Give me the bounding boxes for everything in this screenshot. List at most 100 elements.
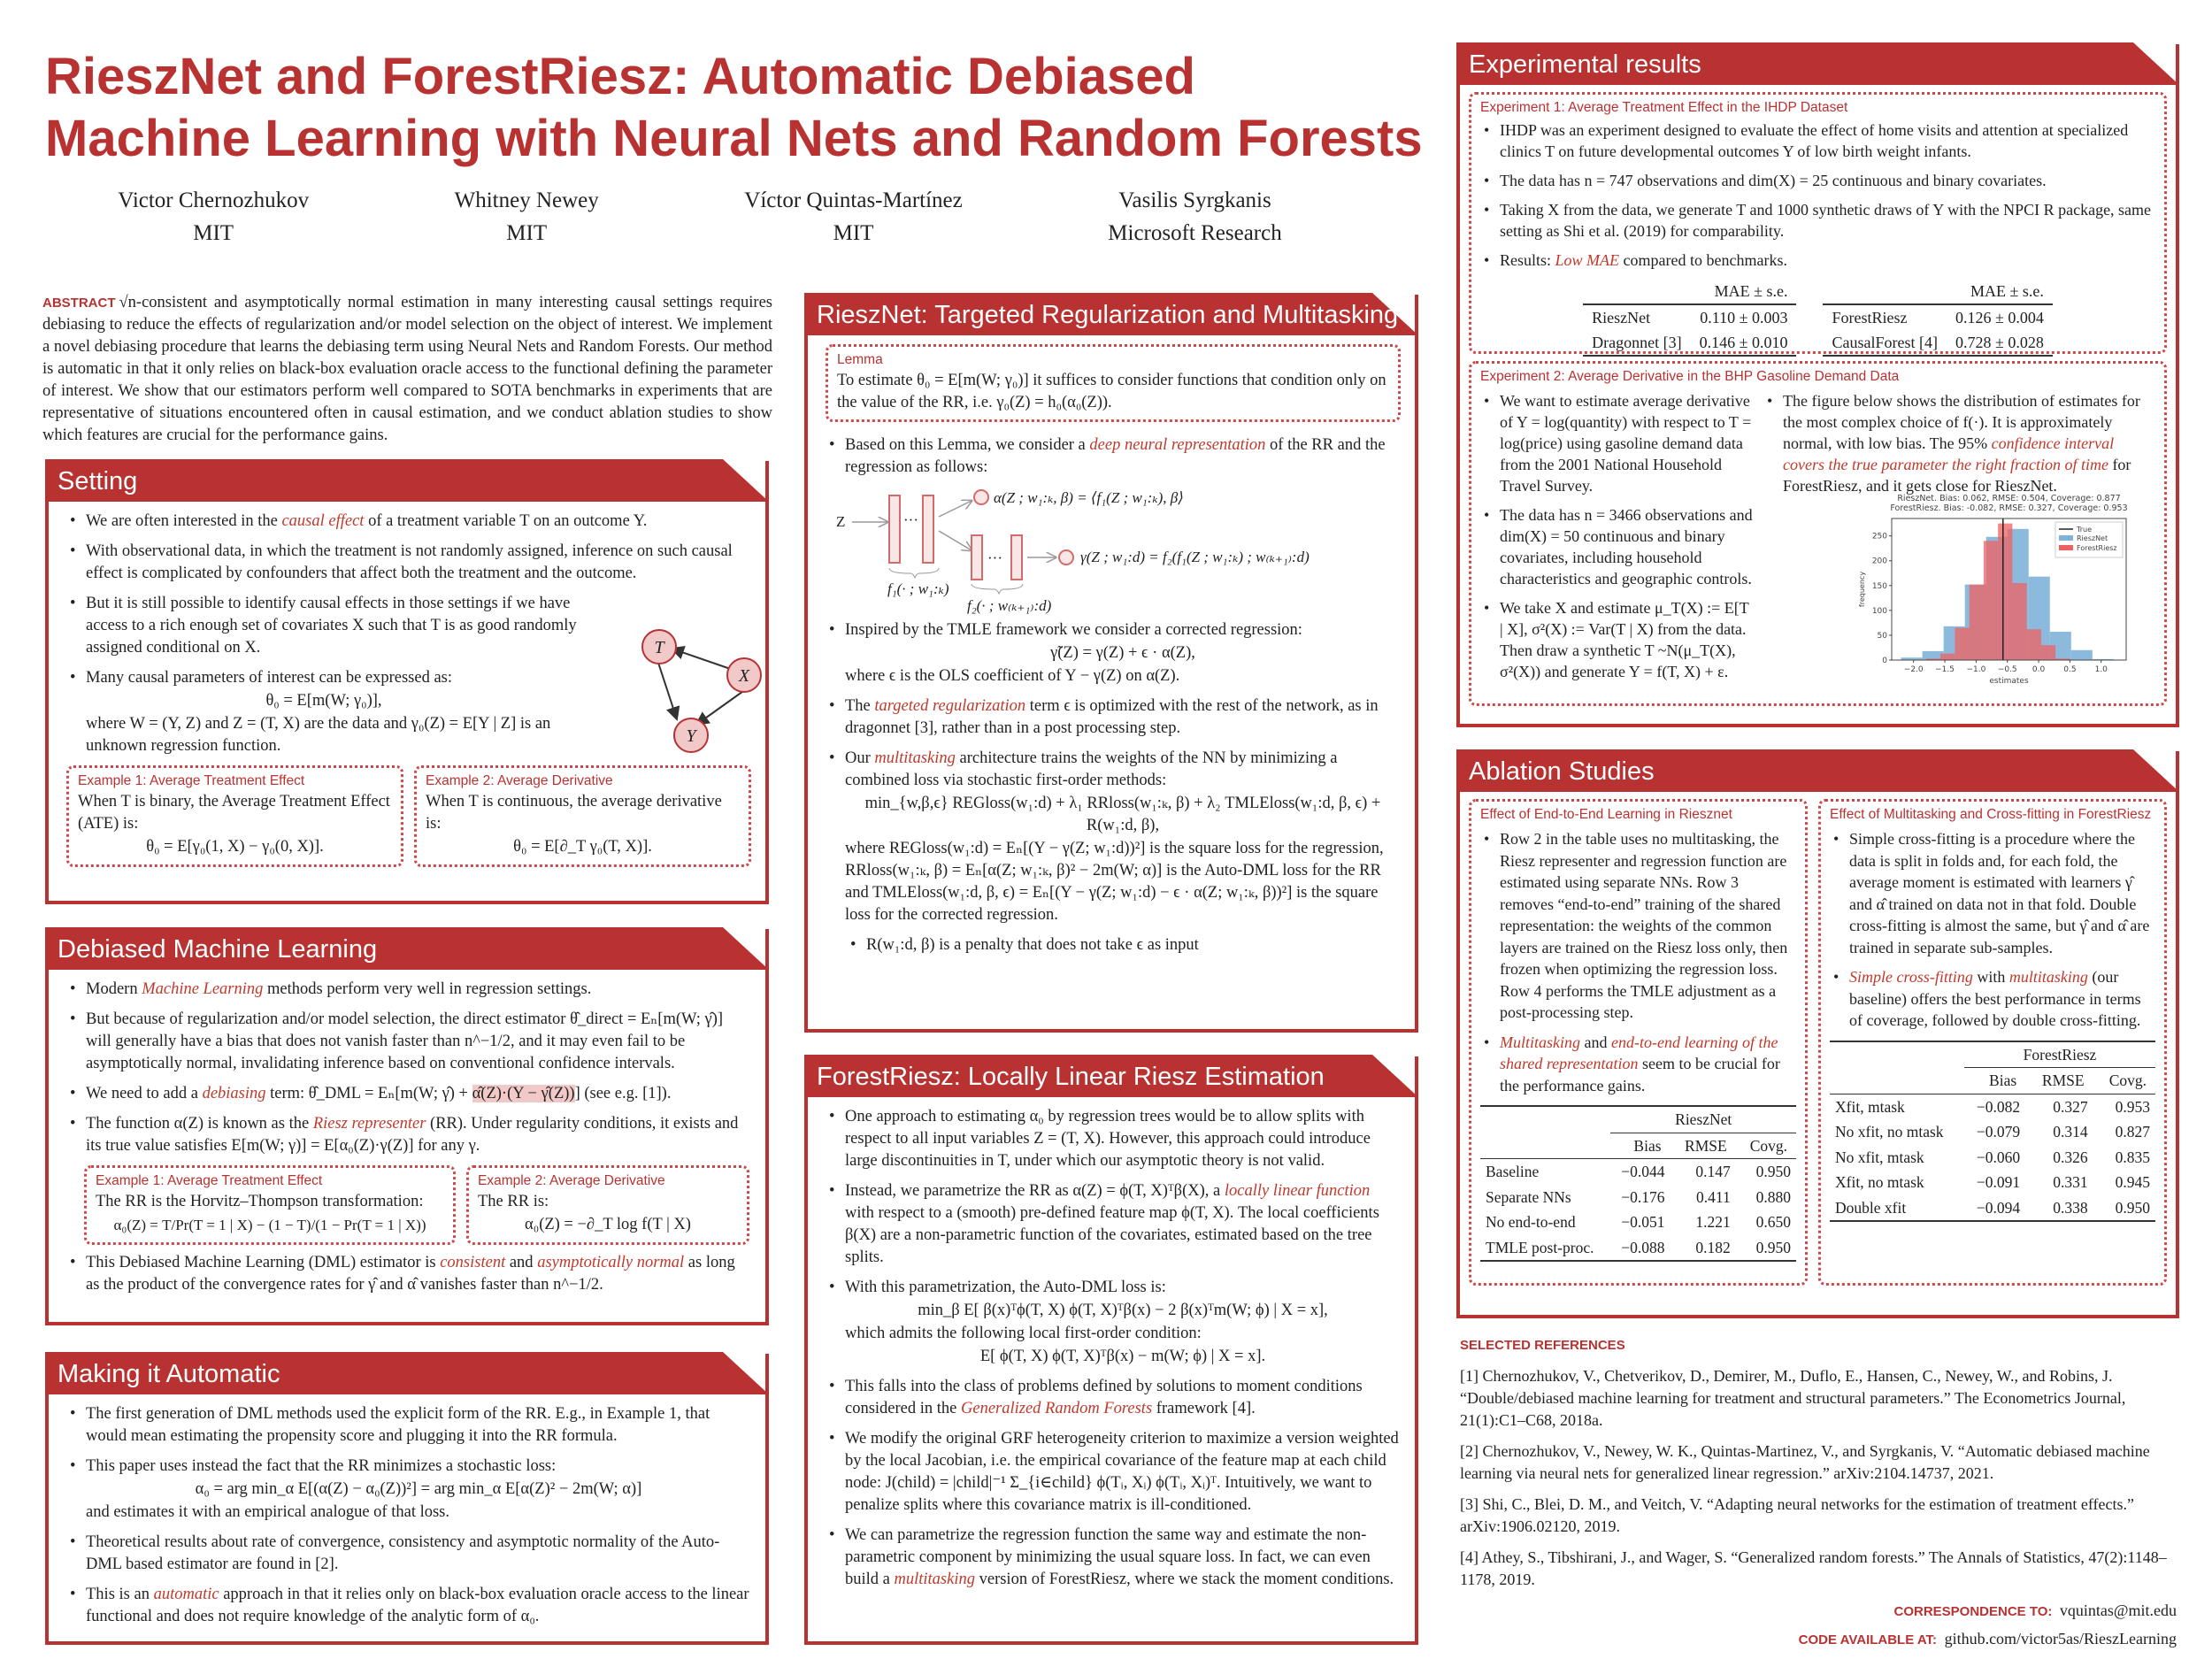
- text: as long as the product of the convergenc…: [86, 1254, 735, 1294]
- list-item: We want to estimate average derivative o…: [1480, 390, 1755, 496]
- histogram-bar-forestriesz: [1940, 653, 1955, 660]
- list-item: The function α(Z) is known as the Riesz …: [66, 1113, 751, 1157]
- code-link[interactable]: github.com/victor5as/RieszLearning: [1944, 1630, 2177, 1647]
- bullet-list: We are often interested in the causal ef…: [66, 511, 751, 757]
- section-title: Setting: [45, 459, 769, 502]
- estimates-histogram: RieszNet. Bias: 0.062, RMSE: 0.504, Cove…: [1858, 494, 2128, 686]
- chart-title: ForestRiesz. Bias: -0.082, RMSE: 0.327, …: [1890, 503, 2127, 513]
- bullet-list: Modern Machine Learning methods perform …: [66, 979, 751, 1157]
- emphasis-text: Simple cross-fitting: [1849, 968, 1973, 986]
- section-title: ForestRiesz: Locally Linear Riesz Estima…: [804, 1055, 1418, 1097]
- x-tick-label: 1.0: [2095, 665, 2108, 674]
- equation: α₀ = arg min_α E[(α(Z) − α₀(Z))²] = arg …: [195, 1480, 642, 1498]
- legend-label: True: [2076, 526, 2092, 534]
- x-tick-label: 0.0: [2032, 665, 2046, 674]
- experiment-1: Experiment 1: Average Treatment Effect i…: [1469, 92, 2167, 357]
- mae-tables: MAE ± s.e. RieszNet 0.110 ± 0.003 Dragonnet…: [1480, 279, 2155, 357]
- table-cell: 0.950: [2115, 1198, 2150, 1217]
- text: which admits the following local first-o…: [845, 1325, 1202, 1342]
- authors: Victor Chernozhukov MIT Whitney Newey MIT …: [45, 184, 1355, 250]
- author: Víctor Quintas-Martínez MIT: [744, 188, 963, 245]
- list-item: This Debiased Machine Learning (DML) est…: [66, 1252, 751, 1296]
- y-tick-label: 100: [1872, 607, 1887, 616]
- table-cell: −0.082: [1976, 1097, 2021, 1116]
- reference-item: [3] Shi, C., Blei, D. M., and Veitch, V.…: [1460, 1495, 2135, 1535]
- table-row: CausalForest [4] 0.728 ± 0.028: [1823, 330, 2053, 356]
- text: of the RR and the regression as follows:: [845, 436, 1386, 476]
- table-cell: −0.044: [1621, 1163, 1665, 1180]
- list-item: We take X and estimate μ_T(X) := E[T | X…: [1480, 597, 1755, 682]
- list-item: R(w₁:d, β) is a penalty that does not ta…: [847, 934, 1401, 956]
- reference-item: [2] Chernozhukov, V., Newey, W. K., Quin…: [1460, 1442, 2150, 1482]
- list-item: Theoretical results about rate of conver…: [66, 1532, 751, 1576]
- table-row: RieszNet 0.110 ± 0.003: [1583, 304, 1797, 330]
- table-cell: 0.950: [1755, 1238, 1792, 1256]
- list-item: This paper uses instead the fact that th…: [66, 1455, 751, 1524]
- table-cell: CausalForest [4]: [1832, 334, 1938, 351]
- text: Row 2 in the table uses no multitasking,…: [1500, 830, 1788, 1021]
- text: We take X and estimate μ_T(X) := E[T | X…: [1500, 599, 1749, 680]
- text: and: [1580, 1033, 1611, 1051]
- list-item: We modify the original GRF heterogeneity…: [826, 1428, 1401, 1517]
- layer: [888, 495, 901, 564]
- text: compared to benchmarks.: [1619, 251, 1787, 269]
- bullet-list: This Debiased Machine Learning (DML) est…: [66, 1252, 751, 1296]
- poster-title: RieszNet and ForestRiesz: Automatic Debi…: [45, 48, 1423, 167]
- text: One approach to estimating α₀ by regress…: [845, 1108, 1371, 1170]
- histogram-bar-forestriesz: [1955, 627, 1970, 660]
- emphasis-text: multitasking: [2008, 968, 2088, 986]
- edge-t-y: [657, 659, 680, 721]
- section-riesznet: RieszNet: Targeted Regularization and Mu…: [804, 295, 1418, 1033]
- ablation-riesznet: Effect of End-to-End Learning in Rieszne…: [1469, 799, 1809, 1286]
- author: Vasilis Syrgkanis Microsoft Research: [1108, 188, 1282, 245]
- text: methods perform very well in regression …: [263, 980, 592, 998]
- list-item: This is an automatic approach in that it…: [66, 1584, 751, 1628]
- layer: [971, 534, 983, 580]
- table-row: No xfit, mtask −0.060 0.326 0.835: [1830, 1145, 2155, 1171]
- list-item: Instead, we parametrize the RR as α(Z) =…: [826, 1180, 1401, 1269]
- bullet-list: The figure below shows the distribution …: [1763, 390, 2153, 496]
- text: We are often interested in the: [86, 512, 282, 530]
- x-tick-label: −0.5: [1998, 665, 2017, 674]
- table-cell: 0.110 ± 0.003: [1700, 309, 1788, 326]
- x-tick-label: −1.0: [1966, 665, 1985, 674]
- header-cell: Covg.: [2108, 1071, 2147, 1089]
- equation: min_β E[ β(x)ᵀϕ(T, X) ϕ(T, X)ᵀβ(x) − 2 β…: [918, 1302, 1328, 1319]
- layer: [922, 495, 934, 564]
- text: seem to be crucial for the performance g…: [1500, 1055, 1780, 1094]
- table-cell: 0.331: [2053, 1173, 2088, 1191]
- text: The: [845, 697, 875, 715]
- list-item: Modern Machine Learning methods perform …: [66, 979, 751, 1001]
- list-item: Many causal parameters of interest can b…: [66, 667, 562, 757]
- legend-label: ForestRiesz: [2077, 544, 2117, 552]
- section-forestriesz: ForestRiesz: Locally Linear Riesz Estima…: [804, 1056, 1418, 1645]
- abstract-text: √n-consistent and asymptotically normal …: [42, 294, 772, 444]
- text: With observational data, in which the tr…: [86, 542, 733, 582]
- section-title: Ablation Studies: [1456, 749, 2179, 792]
- histogram-bar-riesznet: [1922, 650, 1944, 660]
- equation: γ̃(Z) = γ(Z) + ϵ · α(Z),: [1050, 644, 1195, 662]
- text: where W = (Y, Z) and Z = (T, X) are the …: [86, 715, 551, 755]
- emphasis-text: Riesz representer: [312, 1115, 426, 1133]
- legend-swatch: [2059, 535, 2073, 541]
- table-header-row: MAE ± s.e.: [1583, 279, 1796, 304]
- section-dml: Debiased Machine Learning Modern Machine…: [45, 929, 769, 1325]
- table-cell: Dragonnet [3]: [1592, 334, 1682, 351]
- equation: θ₀ = E[m(W; γ₀)],: [265, 692, 382, 710]
- table-row: Baseline −0.044 0.147 0.950: [1480, 1159, 1796, 1185]
- bullet-list: We want to estimate average derivative o…: [1480, 390, 1755, 701]
- text: Many causal parameters of interest can b…: [86, 669, 453, 687]
- text: Our: [845, 749, 875, 767]
- text: term ϵ is optimized with the rest of the…: [845, 697, 1379, 737]
- emphasis-text: Multitasking: [1500, 1033, 1580, 1051]
- email-link[interactable]: vquintas@mit.edu: [2059, 1601, 2177, 1619]
- text: R(w₁:d, β) is a penalty that does not ta…: [866, 936, 1199, 954]
- list-item: The targeted regularization term ϵ is op…: [826, 695, 1401, 740]
- text: The data has n = 3466 observations and d…: [1500, 506, 1753, 588]
- text: The figure below shows the distribution …: [1783, 392, 2140, 452]
- text: version of ForestRiesz, where we stack t…: [974, 1571, 1394, 1588]
- x-tick-label: −1.5: [1935, 665, 1955, 674]
- reference-item: [1] Chernozhukov, V., Chetverikov, D., D…: [1460, 1367, 2126, 1429]
- lemma-box: Lemma To estimate θ₀ = E[m(W; γ₀)] it suf…: [826, 344, 1401, 422]
- section-title: Making it Automatic: [45, 1352, 769, 1394]
